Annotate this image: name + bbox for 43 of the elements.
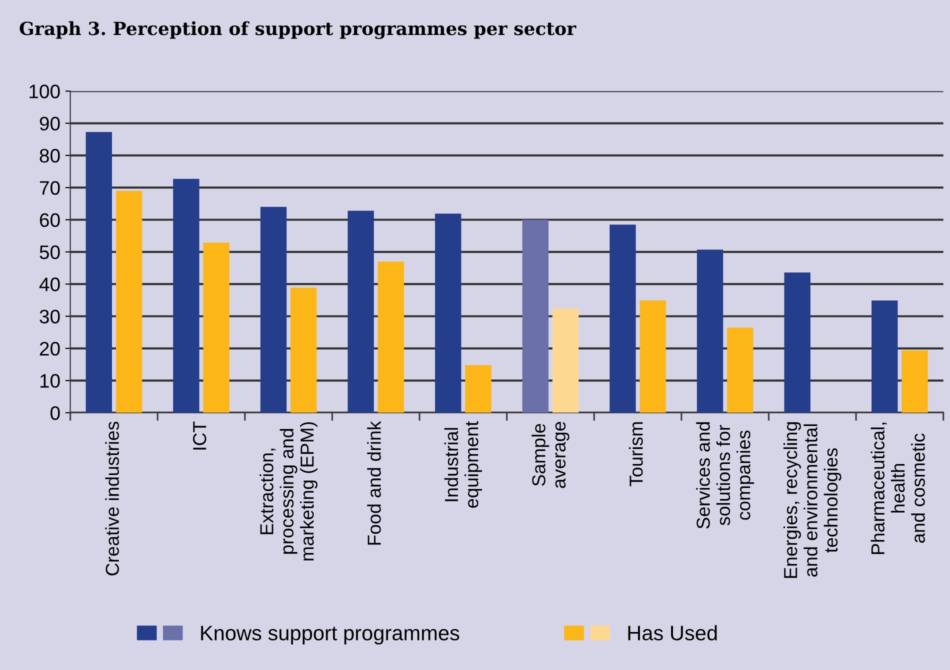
chart-title: Graph 3. Perception of support programmes per sector bbox=[20, 21, 576, 40]
x-tick-label: Services and solutions for companies bbox=[696, 422, 754, 529]
bar bbox=[784, 272, 810, 413]
x-tick-label: Industrial equipment bbox=[444, 421, 482, 508]
x-tick-label: ICT bbox=[193, 421, 206, 450]
bar bbox=[696, 250, 724, 413]
x-tick-label: Extraction, processing and marketing (EPM) bbox=[260, 422, 318, 560]
y-tick-label: 50 bbox=[40, 245, 60, 260]
bar bbox=[465, 365, 492, 413]
bar bbox=[727, 327, 754, 413]
y-tick-label: 30 bbox=[40, 310, 60, 324]
bar bbox=[872, 300, 898, 413]
x-tick-label: Sample average bbox=[532, 422, 570, 488]
bar bbox=[116, 190, 142, 413]
y-tick-label: 10 bbox=[40, 374, 60, 388]
bar bbox=[610, 224, 636, 413]
y-tick-label: 60 bbox=[40, 213, 60, 227]
x-tick-label: Energies, recycling and environmental technologies bbox=[783, 422, 842, 578]
y-tick-label: 20 bbox=[40, 342, 60, 356]
bar bbox=[173, 178, 200, 413]
bar bbox=[522, 220, 549, 413]
y-tick-label: 70 bbox=[40, 181, 60, 195]
bar bbox=[640, 300, 666, 413]
bar bbox=[902, 350, 928, 413]
x-tick-label: Pharmaceutical, health and cosmetic bbox=[870, 422, 925, 554]
y-tick-label: 90 bbox=[40, 116, 60, 131]
y-tick-label: 80 bbox=[40, 148, 60, 163]
bar bbox=[348, 210, 374, 413]
bar bbox=[203, 242, 230, 413]
bar bbox=[552, 308, 579, 413]
y-tick-label: 0 bbox=[50, 406, 60, 420]
legend-label: Has Used bbox=[628, 625, 717, 640]
bar bbox=[435, 214, 462, 413]
x-tick-label: Food and drink bbox=[367, 421, 381, 545]
x-tick-label: Tourism bbox=[629, 422, 643, 486]
x-tick-label: Creative industries bbox=[105, 422, 119, 576]
y-tick-label: 40 bbox=[39, 278, 60, 292]
bar bbox=[260, 206, 287, 413]
bar bbox=[86, 132, 112, 413]
bar bbox=[290, 288, 317, 413]
legend-label: Knows support programmes bbox=[201, 626, 460, 645]
bar bbox=[378, 262, 404, 413]
y-tick-label: 100 bbox=[30, 84, 60, 98]
